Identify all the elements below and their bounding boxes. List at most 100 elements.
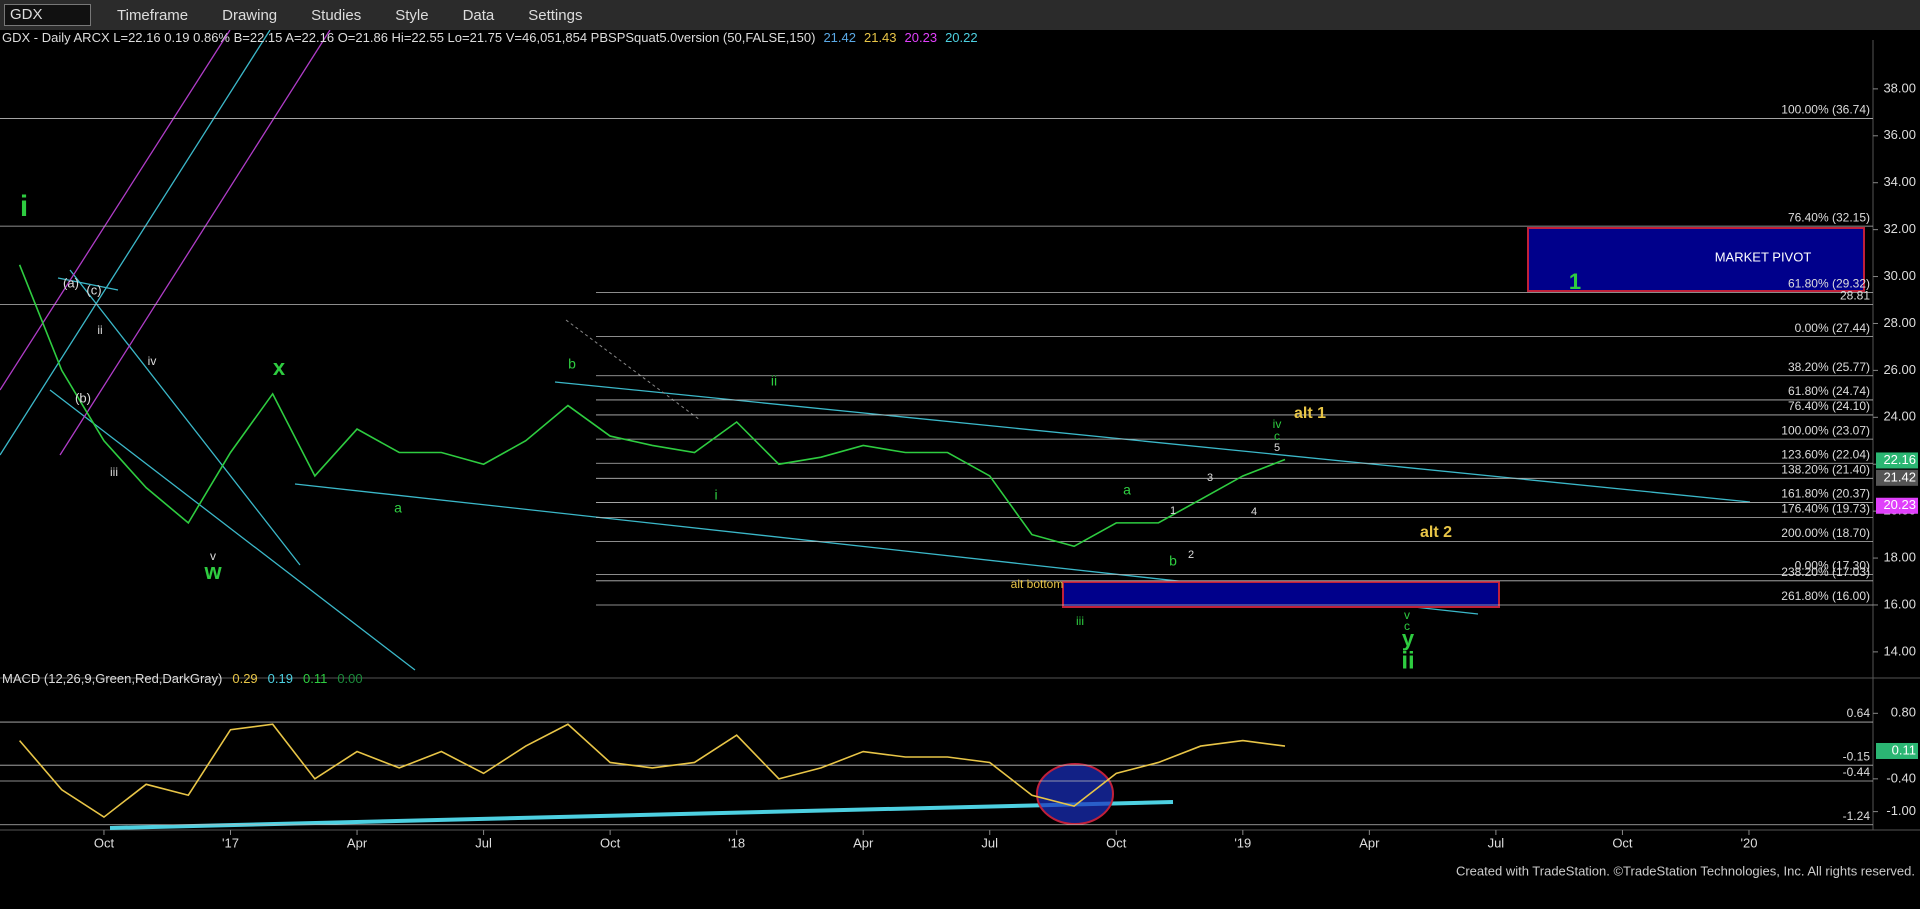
y-tick-label: 0.80	[1891, 705, 1916, 720]
x-tick-label: '17	[222, 835, 239, 850]
market-pivot-box	[1527, 227, 1865, 292]
wave-label: ii	[97, 323, 102, 337]
level-label: 123.60% (22.04)	[1781, 447, 1870, 461]
wave-label: 1	[1170, 505, 1176, 517]
y-tick-label: -0.40	[1886, 770, 1916, 785]
y-tick-label: 38.00	[1883, 80, 1916, 95]
wave-label: iv	[148, 354, 157, 368]
info-text: GDX - Daily ARCX L=22.16 0.19 0.86% B=22…	[2, 30, 815, 45]
price-marker-label: 0.11	[1892, 742, 1916, 757]
symbol-box[interactable]: GDX	[4, 4, 91, 26]
readout: 0.00	[337, 671, 362, 686]
trend-line	[0, 30, 231, 391]
readout: 21.42	[823, 30, 856, 45]
y-tick-label: 30.00	[1883, 268, 1916, 283]
wave-label: c	[1274, 429, 1280, 443]
wave-label: w	[203, 559, 222, 584]
wave-label: b	[568, 356, 576, 372]
level-label: 76.40% (24.10)	[1788, 399, 1870, 413]
readout: 21.43	[864, 30, 897, 45]
wave-label: ii	[1401, 647, 1414, 674]
toolbar-button[interactable]: Style	[395, 6, 429, 24]
y-tick-label: 14.00	[1883, 643, 1916, 658]
readout: 0.11	[303, 671, 327, 686]
dotted-line	[565, 319, 701, 421]
wave-label: iii	[1076, 614, 1084, 628]
wave-label: alt 2	[1420, 524, 1452, 541]
level-label: 61.80% (29.32)	[1788, 277, 1870, 291]
level-label: 161.80% (20.37)	[1781, 487, 1870, 501]
wave-label: a	[1123, 482, 1131, 498]
series-line	[18, 723, 1286, 819]
level-label: 200.00% (18.70)	[1781, 526, 1870, 540]
trend-line	[59, 30, 331, 456]
y-tick-label: 28.00	[1883, 315, 1916, 330]
level-label: 238.20% (17.03)	[1781, 565, 1870, 579]
wave-label: 3	[1207, 472, 1213, 484]
wave-label: ii	[771, 373, 777, 389]
x-tick-label: Oct	[600, 835, 621, 850]
wave-label: c	[1404, 619, 1410, 633]
toolbar-button[interactable]: Timeframe	[117, 6, 189, 24]
x-tick-label: Oct	[94, 835, 115, 850]
trend-line	[69, 269, 301, 566]
level-label: 28.81	[1840, 289, 1870, 303]
level-label: 138.20% (21.40)	[1781, 462, 1870, 476]
price-marker-label: 22.16	[1883, 452, 1916, 467]
x-tick-label: Apr	[347, 835, 368, 850]
y-tick-label: 24.00	[1883, 409, 1916, 424]
x-tick-label: Apr	[853, 835, 874, 850]
trend-line	[49, 389, 416, 671]
wave-label: iii	[110, 465, 118, 479]
wave-label: x	[273, 355, 286, 380]
macd-highlight	[1036, 763, 1114, 825]
level-label: 38.20% (25.77)	[1788, 360, 1870, 374]
toolbar-button[interactable]: Data	[462, 6, 495, 24]
x-tick-label: Oct	[1106, 835, 1127, 850]
price-marker	[1876, 452, 1918, 469]
y-tick-label: 18.00	[1883, 549, 1916, 564]
level-label: 176.40% (19.73)	[1781, 502, 1870, 516]
wave-label: i	[20, 190, 28, 223]
wave-label: v	[1404, 608, 1410, 622]
level-label: 261.80% (16.00)	[1781, 589, 1870, 603]
wave-label: iv	[1273, 417, 1282, 431]
series-line	[18, 264, 1286, 548]
wave-label: 1	[1569, 269, 1581, 294]
price-marker	[1876, 469, 1918, 486]
wave-label: alt bottom	[1011, 577, 1064, 591]
price-marker-label: 20.23	[1883, 497, 1916, 512]
toolbar-button[interactable]: Settings	[528, 6, 583, 24]
readout: 0.29	[232, 671, 257, 686]
y-tick-label: -1.00	[1886, 803, 1916, 818]
y-tick-label: 36.00	[1883, 127, 1916, 142]
level-label: -0.44	[1843, 765, 1871, 779]
macd-trend-line	[109, 800, 1174, 830]
trend-line	[554, 381, 1751, 503]
price-marker	[1876, 742, 1918, 759]
y-tick-label: 16.00	[1883, 596, 1916, 611]
y-tick-label: 26.00	[1883, 362, 1916, 377]
y-tick-label: 34.00	[1883, 174, 1916, 189]
wave-label: a	[394, 500, 402, 516]
support-box	[1062, 581, 1500, 608]
toolbar-button[interactable]: Drawing	[222, 6, 278, 24]
x-tick-label: Jul	[475, 835, 492, 850]
wave-label: i	[714, 487, 717, 503]
study-name: MACD (12,26,9,Green,Red,DarkGray)	[2, 671, 222, 686]
level-label: -0.15	[1843, 749, 1871, 763]
toolbar-button[interactable]: Studies	[311, 6, 362, 24]
toolbar: GDX Timeframe Drawing Studies Style Data Sett…	[0, 0, 1920, 30]
wave-label: (a)	[63, 275, 79, 290]
x-tick-label: '19	[1234, 835, 1251, 850]
trend-line	[0, 30, 271, 456]
level-label: 61.80% (24.74)	[1788, 384, 1870, 398]
x-tick-label: '18	[728, 835, 745, 850]
wave-label: 2	[1188, 549, 1194, 561]
wave-label: 5	[1274, 442, 1280, 454]
wave-label: alt 1	[1294, 405, 1326, 422]
x-tick-label: Oct	[1612, 835, 1633, 850]
background	[0, 30, 1920, 879]
level-label: 0.64	[1847, 706, 1871, 720]
level-label: 0.00% (17.30)	[1795, 559, 1870, 573]
